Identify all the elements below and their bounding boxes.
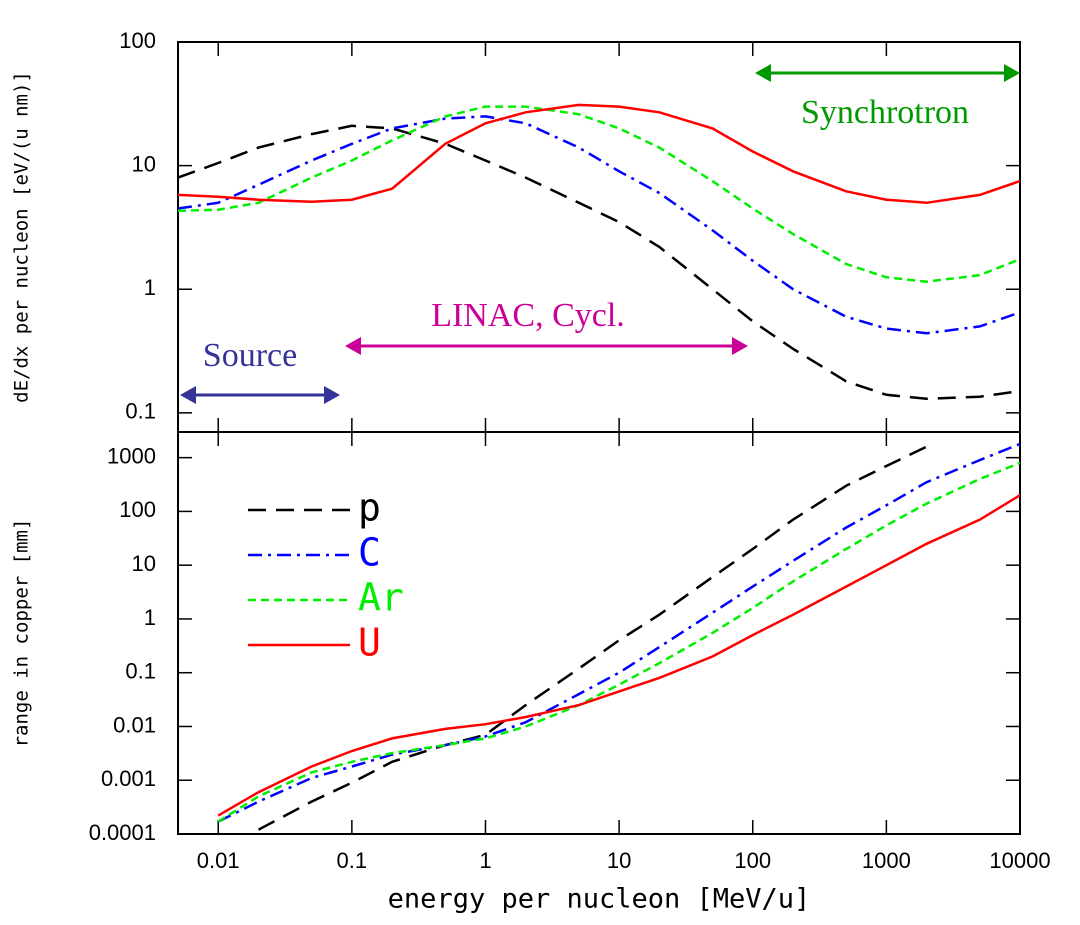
y-axis-label: range in copper [mm]	[11, 519, 33, 748]
y-tick-label: 1000	[107, 443, 156, 468]
line-series	[178, 103, 1020, 205]
arrow-head	[345, 337, 361, 355]
annotation: LINAC, Cycl.	[431, 297, 625, 334]
x-tick-label: 1	[479, 848, 491, 873]
y-tick-label: 0.1	[125, 399, 156, 424]
plot-frame	[177, 431, 1021, 835]
x-tick-label: 10	[607, 848, 631, 873]
arrow-head	[324, 386, 340, 404]
y-tick-label: 0.01	[113, 712, 156, 737]
annotation: Source	[203, 337, 297, 374]
y-tick-label: 1	[144, 275, 156, 300]
line-series	[217, 442, 1020, 823]
annotation: Synchrotron	[801, 94, 969, 131]
arrow-head	[180, 386, 196, 404]
y-tick-label: 10	[132, 151, 156, 176]
legend-label: p	[358, 486, 381, 530]
line-series	[257, 445, 928, 831]
arrow-head	[755, 64, 771, 82]
x-tick-label: 0.01	[197, 848, 240, 873]
line-series	[178, 115, 1020, 335]
y-tick-label: 0.001	[101, 766, 156, 791]
arrow-head	[1004, 64, 1020, 82]
line-series	[178, 124, 1020, 401]
legend-label: U	[358, 621, 381, 665]
x-axis-label: energy per nucleon [MeV/u]	[388, 884, 811, 915]
x-tick-label: 100	[734, 848, 771, 873]
arrow-head	[732, 337, 748, 355]
y-tick-label: 0.0001	[89, 820, 156, 845]
line-series	[217, 461, 1020, 823]
y-axis-label: dE/dx per nucleon [eV/(u nm)]	[11, 71, 33, 403]
y-tick-label: 100	[119, 497, 156, 522]
y-tick-label: 0.1	[125, 659, 156, 684]
y-tick-label: 1	[144, 605, 156, 630]
plot-area	[178, 103, 1020, 401]
line-series	[178, 105, 1020, 283]
line-series	[217, 494, 1020, 817]
y-tick-label: 10	[132, 551, 156, 576]
legend-label: C	[358, 531, 381, 575]
legend-label: Ar	[358, 576, 404, 620]
plot-area	[217, 442, 1020, 831]
x-tick-label: 10000	[989, 848, 1050, 873]
y-tick-label: 100	[119, 28, 156, 53]
x-tick-label: 0.1	[337, 848, 368, 873]
x-tick-label: 1000	[862, 848, 911, 873]
